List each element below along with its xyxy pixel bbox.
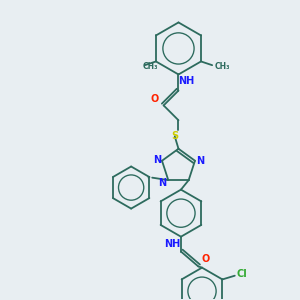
Text: CH₃: CH₃ [142,62,158,71]
Text: NH: NH [164,239,180,249]
Text: O: O [202,254,210,264]
Text: NH: NH [178,76,194,86]
Text: N: N [158,178,166,188]
Text: O: O [151,94,159,104]
Text: S: S [171,131,178,141]
Text: Cl: Cl [237,269,248,280]
Text: N: N [196,156,204,166]
Text: N: N [153,154,161,164]
Text: CH₃: CH₃ [214,62,230,71]
